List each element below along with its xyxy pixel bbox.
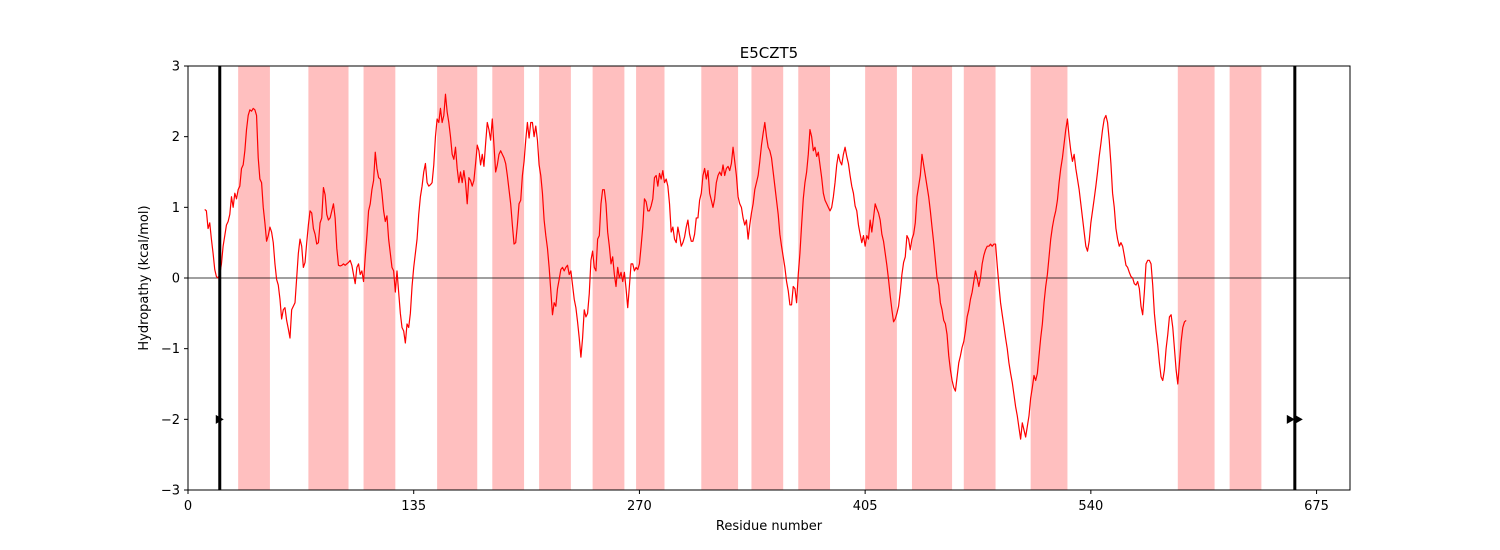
y-axis-label: Hydropathy (kcal/mol) xyxy=(137,205,152,350)
x-tick-label-675: 675 xyxy=(1304,499,1329,514)
y-tick-label--1: −1 xyxy=(161,342,180,357)
x-tick-label-405: 405 xyxy=(853,499,878,514)
y-tick-label-1: 1 xyxy=(172,201,180,216)
y-tick-label-0: 0 xyxy=(172,272,180,287)
y-axis-ticks: −3 −2 −1 0 1 2 3 xyxy=(161,60,188,499)
x-tick-label-540: 540 xyxy=(1078,499,1103,514)
arrow-marker-1-1 xyxy=(215,414,224,424)
y-tick-label--3: −3 xyxy=(161,484,180,499)
arrow-markers xyxy=(215,414,1303,424)
y-tick-label--2: −2 xyxy=(161,413,180,428)
arrow-marker-2-2 xyxy=(1294,414,1303,424)
x-axis-ticks: 0 135 270 405 540 675 xyxy=(184,490,1329,514)
x-axis-label: Residue number xyxy=(716,519,823,534)
hydropathy-line-1 xyxy=(204,93,1187,440)
x-tick-label-0: 0 xyxy=(184,499,192,514)
y-tick-label-3: 3 xyxy=(172,60,180,75)
x-tick-label-270: 270 xyxy=(627,499,652,514)
y-tick-label-2: 2 xyxy=(172,130,180,145)
arrow-marker-2-1 xyxy=(1286,414,1295,424)
series-lines xyxy=(204,93,1187,440)
chart-title: E5CZT5 xyxy=(740,44,798,62)
x-tick-label-135: 135 xyxy=(401,499,426,514)
